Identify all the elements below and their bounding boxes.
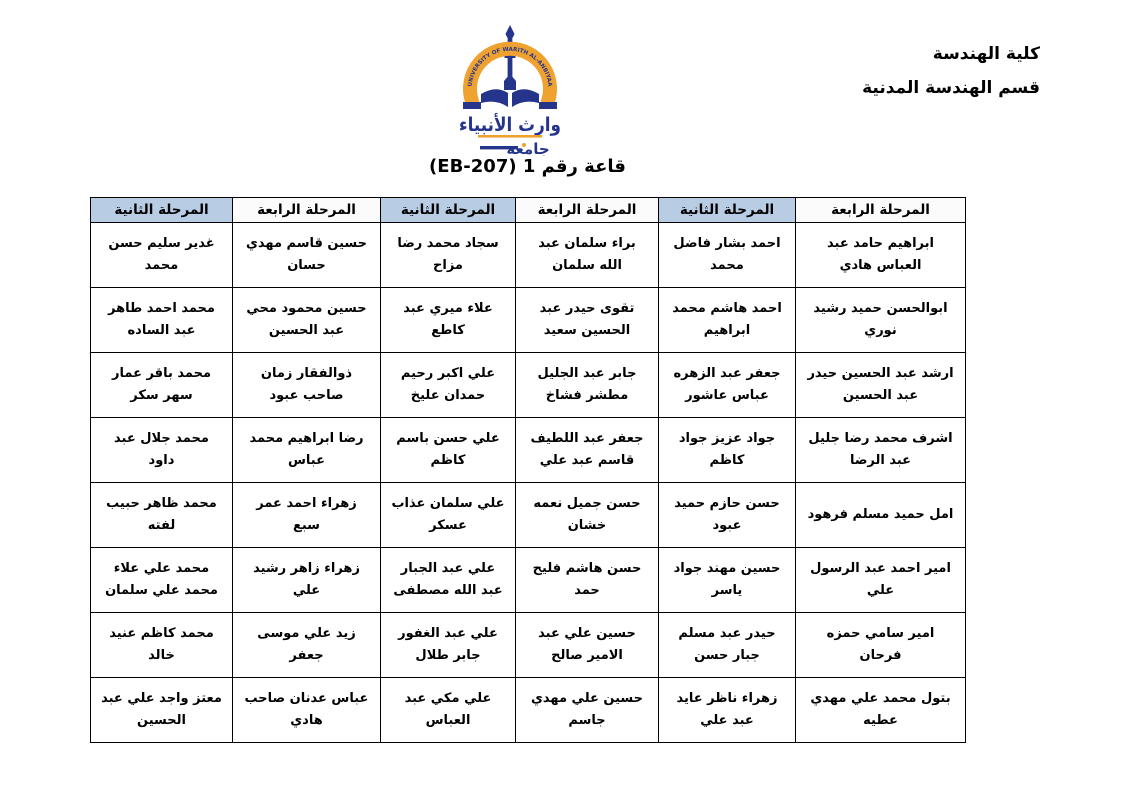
logo-orange-rule: [478, 135, 542, 138]
table-row: امير احمد عبد الرسول علي حسين مهند جواد …: [90, 547, 966, 613]
student-name-cell: ذوالفقار زمان صاحب عبود: [232, 352, 381, 418]
student-name-cell: زيد علي موسى جعفر: [232, 612, 381, 678]
column-header-stage4-1: المرحلة الرابعة: [795, 197, 966, 223]
student-name-cell: محمد علي علاء محمد علي سلمان: [90, 547, 233, 613]
student-roster-table: المرحلة الرابعة المرحلة الثانية المرحلة …: [90, 197, 966, 743]
student-name-cell: امير سامي حمزه فرحان: [795, 612, 966, 678]
student-name-cell: اشرف محمد رضا جليل عبد الرضا: [795, 417, 966, 483]
student-name-cell: براء سلمان عبد الله سلمان: [515, 222, 659, 288]
logo-minaret-icon: [504, 25, 516, 81]
logo-orange-accent: [522, 143, 526, 147]
student-name-cell: حيدر عبد مسلم جبار حسن: [658, 612, 796, 678]
student-name-cell: جابر عبد الجليل مطشر فشاخ: [515, 352, 659, 418]
logo-university-word: جامعة: [506, 140, 549, 156]
student-name-cell: محمد كاظم عنيد خالد: [90, 612, 233, 678]
student-name-cell: ابوالحسن حميد رشيد نوري: [795, 287, 966, 353]
table-row: ارشد عبد الحسين حيدر عبد الحسين جعفر عبد…: [90, 352, 966, 418]
table-row: ابراهيم حامد عبد العباس هادي احمد بشار ف…: [90, 222, 966, 288]
student-name-cell: علاء ميري عبد كاطع: [380, 287, 516, 353]
department-name: قسم الهندسة المدنية: [862, 78, 1040, 98]
student-name-cell: علي عبد الجبار عبد الله مصطفى: [380, 547, 516, 613]
student-name-cell: عباس عدنان صاحب هادي: [232, 677, 381, 743]
logo-kashida-stroke: [480, 146, 518, 150]
student-name-cell: علي حسن باسم كاظم: [380, 417, 516, 483]
logo-arch-icon: [463, 41, 557, 107]
student-name-cell: علي مكي عبد العباس: [380, 677, 516, 743]
student-name-cell: حسين علي عبد الامير صالح: [515, 612, 659, 678]
student-name-cell: محمد جلال عبد داود: [90, 417, 233, 483]
student-name-cell: علي اكبر رحيم حمدان عليخ: [380, 352, 516, 418]
student-name-cell: محمد ظاهر حبيب لفته: [90, 482, 233, 548]
student-name-cell: سجاد محمد رضا مزاح: [380, 222, 516, 288]
header-row: المرحلة الرابعة المرحلة الثانية المرحلة …: [90, 197, 966, 223]
logo-window-icon: [504, 74, 516, 90]
student-name-cell: جعفر عبد اللطيف قاسم عبد علي: [515, 417, 659, 483]
logo-arch-foot-left: [463, 102, 481, 109]
student-name-cell: حسن جميل نعمه خشان: [515, 482, 659, 548]
column-header-stage2-2: المرحلة الثانية: [380, 197, 516, 223]
student-name-cell: غدير سليم حسن محمد: [90, 222, 233, 288]
college-name: كلية الهندسة: [932, 44, 1040, 64]
student-name-cell: زهراء احمد عمر سبع: [232, 482, 381, 548]
column-header-stage2-3: المرحلة الثانية: [90, 197, 233, 223]
student-name-cell: ارشد عبد الحسين حيدر عبد الحسين: [795, 352, 966, 418]
student-name-cell: حسن حازم حميد عبود: [658, 482, 796, 548]
student-name-cell: حسين قاسم مهدي حسان: [232, 222, 381, 288]
student-name-cell: امل حميد مسلم فرهود: [795, 482, 966, 548]
table-row: اشرف محمد رضا جليل عبد الرضا جواد عزيز ج…: [90, 417, 966, 483]
table-row: ابوالحسن حميد رشيد نوري احمد هاشم محمد ا…: [90, 287, 966, 353]
student-name-cell: محمد باقر عمار سهر سكر: [90, 352, 233, 418]
org-header: كلية الهندسة قسم الهندسة المدنية: [862, 44, 1040, 112]
student-name-cell: جواد عزيز جواد كاظم: [658, 417, 796, 483]
column-header-stage4-2: المرحلة الرابعة: [515, 197, 659, 223]
table-row: امل حميد مسلم فرهود حسن حازم حميد عبود ح…: [90, 482, 966, 548]
student-name-cell: زهراء زاهر رشيد علي: [232, 547, 381, 613]
student-name-cell: محمد احمد طاهر عبد الساده: [90, 287, 233, 353]
table-row: امير سامي حمزه فرحان حيدر عبد مسلم جبار …: [90, 612, 966, 678]
student-name-cell: بتول محمد علي مهدي عطيه: [795, 677, 966, 743]
column-header-stage4-3: المرحلة الرابعة: [232, 197, 381, 223]
student-name-cell: جعفر عبد الزهره عباس عاشور: [658, 352, 796, 418]
student-name-cell: حسن هاشم فليح حمد: [515, 547, 659, 613]
student-name-cell: حسين علي مهدي جاسم: [515, 677, 659, 743]
student-name-cell: حسين مهند جواد ياسر: [658, 547, 796, 613]
student-name-cell: ابراهيم حامد عبد العباس هادي: [795, 222, 966, 288]
student-name-cell: امير احمد عبد الرسول علي: [795, 547, 966, 613]
university-logo: UNIVERSITY OF WARITH AL-ANBIYAA وارث الأ…: [450, 24, 570, 156]
column-header-stage2-1: المرحلة الثانية: [658, 197, 796, 223]
student-name-cell: حسين محمود محي عبد الحسين: [232, 287, 381, 353]
university-logo-graphic: UNIVERSITY OF WARITH AL-ANBIYAA وارث الأ…: [459, 25, 561, 156]
student-name-cell: زهراء ناظر عايد عبد علي: [658, 677, 796, 743]
logo-university-name-ar: وارث الأنبياء: [459, 113, 561, 136]
student-name-cell: تقوى حيدر عبد الحسين سعيد: [515, 287, 659, 353]
student-name-cell: احمد هاشم محمد ابراهيم: [658, 287, 796, 353]
logo-arch-foot-right: [539, 102, 557, 109]
student-name-cell: علي عبد الغفور جابر طلال: [380, 612, 516, 678]
student-name-cell: احمد بشار فاضل محمد: [658, 222, 796, 288]
student-name-cell: رضا ابراهيم محمد عباس: [232, 417, 381, 483]
hall-title: قاعة رقم 1 (EB-207): [429, 156, 626, 177]
table-row: بتول محمد علي مهدي عطيه زهراء ناظر عايد …: [90, 677, 966, 743]
student-name-cell: معتز واجد علي عبد الحسين: [90, 677, 233, 743]
logo-book-icon: [481, 89, 539, 107]
student-name-cell: علي سلمان عذاب عسكر: [380, 482, 516, 548]
